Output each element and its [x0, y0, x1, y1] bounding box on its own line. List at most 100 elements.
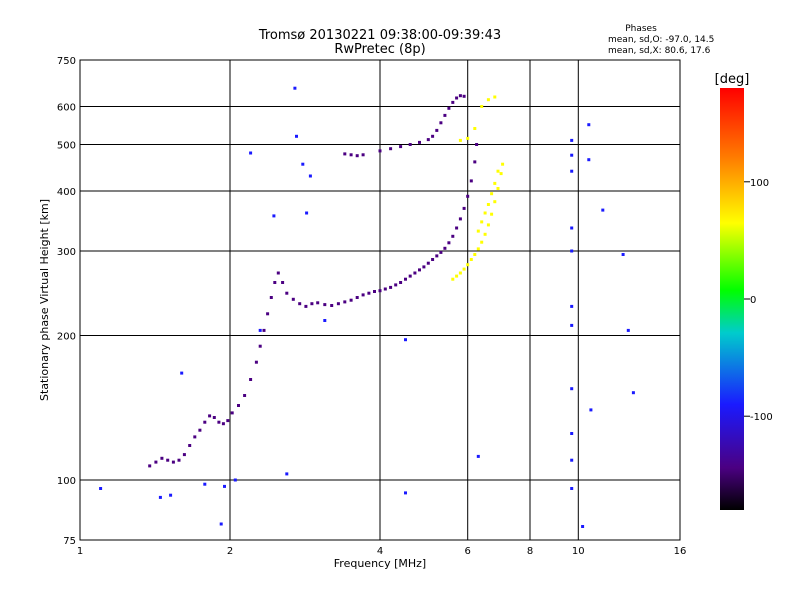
series-1-point	[458, 271, 462, 275]
x-tick-label: 16	[674, 546, 687, 557]
scatter-point	[570, 249, 574, 253]
series-0-point	[408, 143, 412, 146]
series-1-point	[499, 172, 503, 176]
series-1-point	[480, 220, 484, 224]
scatter-point	[295, 134, 298, 138]
series-0-point	[276, 271, 280, 275]
series-1-point	[466, 263, 470, 267]
stats-heading: Phases	[625, 24, 657, 34]
series-1-point	[458, 138, 462, 142]
series-0-point	[291, 297, 295, 301]
series-0-point	[389, 285, 393, 289]
series-0-point	[378, 289, 382, 293]
scatter-point	[581, 525, 585, 528]
series-0-point	[389, 147, 393, 151]
series-0-point	[330, 304, 334, 307]
series-0-point	[404, 277, 407, 281]
series-0-point	[349, 153, 353, 157]
series-0-point	[383, 287, 387, 291]
series-0-point	[269, 296, 273, 299]
scatter-point	[258, 328, 262, 332]
series-0-point	[355, 154, 359, 158]
series-1-point	[486, 98, 490, 102]
scatter-point	[570, 432, 574, 435]
series-0-point	[451, 100, 455, 104]
series-0-point	[367, 291, 371, 295]
scatter-point	[587, 158, 591, 162]
scatter-point	[233, 478, 237, 482]
series-0-point	[281, 281, 285, 284]
series-1-point	[476, 229, 480, 233]
series-0-point	[373, 290, 376, 293]
scatter-point	[305, 211, 309, 215]
series-0-point	[273, 281, 277, 284]
y-tick-label: 400	[57, 187, 76, 198]
y-tick-label: 500	[57, 141, 76, 152]
series-0-point	[422, 265, 426, 269]
series-0-point	[413, 271, 417, 275]
y-tick-label: 200	[57, 332, 76, 343]
series-0-point	[336, 302, 340, 306]
series-0-point	[431, 134, 435, 138]
y-tick-label: 100	[57, 476, 76, 487]
series-0-point	[148, 464, 152, 468]
scatter-point	[570, 138, 574, 142]
series-1-point	[501, 162, 505, 166]
x-tick-label: 10	[572, 546, 585, 557]
colorbar-tick-label: 100	[750, 178, 769, 189]
series-0-point	[399, 145, 403, 149]
series-0-point	[439, 250, 443, 254]
series-0-point	[469, 179, 473, 183]
chart-title: Tromsø 20130221 09:38:00-09:39:43	[258, 28, 501, 43]
series-0-point	[254, 360, 258, 364]
scatter-point	[223, 484, 226, 488]
scatter-point	[601, 208, 605, 212]
series-0-point	[447, 106, 451, 110]
series-0-point	[455, 226, 459, 230]
series-0-point	[171, 460, 175, 464]
series-0-point	[343, 152, 347, 156]
series-0-point	[160, 456, 164, 460]
x-tick-label: 2	[227, 546, 233, 557]
colorbar: [deg] 100 0 -100	[715, 72, 773, 510]
scatter-point	[308, 174, 312, 178]
scatter-point	[570, 487, 574, 490]
scatter-point	[293, 86, 297, 90]
scatter-point	[570, 323, 574, 327]
series-1-point	[483, 211, 487, 215]
colorbar-tick-label: 0	[750, 295, 756, 306]
series-0-point	[343, 300, 347, 304]
series-0-point	[435, 128, 439, 132]
scatter-point	[249, 151, 253, 155]
scatter-point	[631, 391, 635, 395]
series-0-point	[262, 328, 266, 332]
gridlines	[80, 60, 680, 540]
series-1-point	[466, 136, 470, 140]
series-1-point	[490, 212, 494, 216]
scatter-point	[570, 169, 574, 173]
series-0-point	[447, 241, 451, 245]
x-tick-label: 8	[527, 546, 533, 557]
scatter-point	[272, 214, 276, 218]
x-tick-label: 6	[465, 546, 471, 557]
series-0-point	[298, 302, 302, 306]
series-0-point	[443, 113, 447, 117]
series-1-point	[496, 169, 500, 173]
series-1-point	[455, 274, 459, 278]
y-tick-label: 750	[57, 56, 76, 67]
scatter-point	[285, 472, 289, 476]
series-0-point	[349, 298, 353, 302]
y-tick-label: 600	[57, 103, 76, 114]
series-0-point	[285, 291, 289, 295]
series-0-point	[177, 458, 181, 462]
series-0-point	[455, 96, 459, 100]
series-1-point	[486, 223, 490, 227]
series-0-point	[473, 160, 477, 164]
series-1-point	[469, 258, 473, 261]
series-1-point	[490, 192, 494, 196]
y-axis-label: Stationary phase Virtual Height [km]	[38, 199, 51, 401]
axis-ticks: 1 2 4 6 8 10 16 75 100 200 300 400 500 600 750	[57, 56, 686, 557]
series-0-point	[418, 268, 421, 272]
scatter-point	[180, 371, 184, 375]
